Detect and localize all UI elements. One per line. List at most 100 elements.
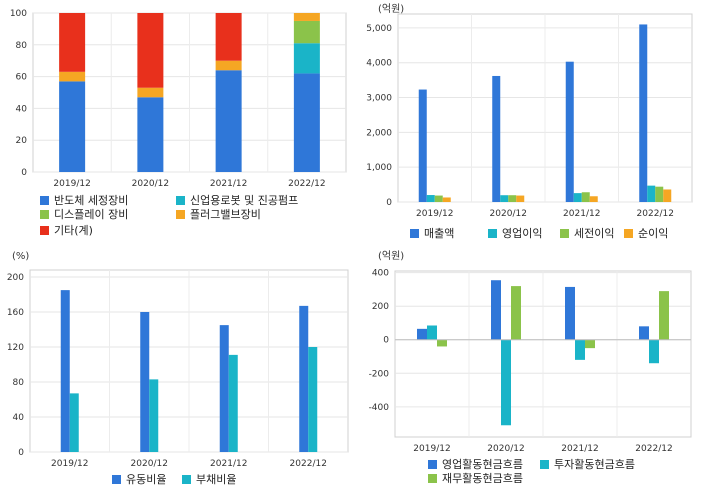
y-tick-label: 0 [383, 336, 389, 346]
legend-swatch [182, 475, 191, 484]
legend-label: 기타(계) [54, 224, 93, 237]
bar [149, 379, 159, 452]
legend-swatch [428, 460, 437, 469]
bar [655, 186, 664, 202]
chart-4: -400 -200 0 200 400 2019/12 2020/12 2021/12 2022… [369, 250, 692, 485]
bar [585, 339, 595, 349]
chart-1: 0 20 40 60 80 100 2019/12 2020/12 2021/12 2022/12… [10, 9, 347, 237]
legend-swatch [40, 210, 49, 219]
legend-swatch [40, 196, 49, 205]
bar [426, 195, 435, 202]
y-tick-label: 80 [16, 41, 28, 51]
bar [649, 339, 659, 364]
legend-label: 세전이익 [574, 227, 614, 240]
legend-swatch [112, 475, 121, 484]
legend-label: 영업이익 [502, 227, 542, 240]
y-tick-label: 1,000 [366, 163, 392, 173]
bar [417, 328, 427, 340]
x-tick-label: 2020/12 [131, 459, 168, 469]
bar [647, 185, 656, 202]
bar [140, 312, 150, 452]
bar [663, 189, 672, 202]
bar-segment [293, 20, 320, 44]
y-tick-label: 100 [10, 9, 27, 19]
bar [639, 326, 649, 340]
legend-label: 신업용로봇 및 진공펌프 [190, 194, 298, 207]
x-tick-label: 2019/12 [51, 459, 88, 469]
bar [418, 89, 427, 202]
y-tick-label: 80 [13, 378, 25, 388]
legend-label: 영업활동현금흐름 [442, 457, 523, 471]
x-tick-label: 2019/12 [413, 444, 450, 454]
x-tick-label: 2021/12 [563, 209, 600, 219]
x-tick-label: 2022/12 [635, 444, 672, 454]
x-tick-label: 2022/12 [288, 179, 325, 189]
bar-segment [293, 13, 320, 21]
x-tick-label: 2019/12 [416, 209, 453, 219]
legend-label: 순이익 [638, 227, 668, 240]
unit-label: (억원) [378, 3, 404, 15]
bar-segment [137, 13, 164, 88]
x-tick-label: 2022/12 [637, 209, 674, 219]
y-tick-label: 2,000 [366, 128, 392, 138]
y-tick-label: 40 [13, 413, 25, 423]
bar [299, 305, 309, 452]
bar [442, 197, 451, 202]
bar [60, 290, 70, 452]
bar [437, 339, 447, 347]
legend-label: 플러그밸브장비 [190, 208, 261, 221]
y-tick-label: -200 [369, 369, 390, 379]
bar [219, 325, 229, 452]
bar [511, 286, 521, 340]
y-tick-label: 20 [16, 136, 28, 146]
y-tick-label: 160 [7, 308, 24, 318]
bar [69, 393, 79, 452]
x-tick-label: 2021/12 [561, 444, 598, 454]
y-tick-label: 200 [7, 273, 24, 283]
chart-3: 0 40 80 120 160 200 2019/12 2020/12 2021/12 2022/… [7, 251, 349, 486]
bar [516, 195, 525, 202]
unit-label: (%) [12, 251, 29, 262]
legend-label: 부채비율 [196, 473, 236, 486]
x-tick-label: 2019/12 [53, 179, 90, 189]
y-tick-label: 3,000 [366, 94, 392, 104]
legend-swatch [488, 229, 497, 238]
x-tick-label: 2021/12 [210, 459, 247, 469]
bar [573, 193, 582, 202]
bar [565, 61, 574, 203]
bar [491, 280, 501, 340]
x-tick-label: 2020/12 [490, 209, 527, 219]
bar [589, 196, 598, 202]
bar [581, 192, 590, 202]
bar-segment [59, 13, 86, 72]
bar-segment [293, 43, 320, 74]
legend-swatch [624, 229, 633, 238]
legend-swatch [40, 226, 49, 235]
bar-segment [215, 60, 242, 71]
y-tick-label: 0 [18, 448, 24, 458]
bar [659, 291, 669, 340]
legend-label: 투자활동현금흐름 [554, 457, 635, 471]
y-tick-label: 0 [386, 198, 392, 208]
bar [575, 339, 585, 360]
bar [501, 339, 511, 426]
legend-label: 디스플레이 장비 [54, 208, 128, 221]
legend-swatch [428, 474, 437, 483]
bar [228, 354, 238, 452]
bar-segment [215, 70, 242, 172]
x-tick-label: 2020/12 [487, 444, 524, 454]
y-tick-label: 5,000 [366, 24, 392, 34]
bar-segment [215, 13, 242, 61]
bar-segment [59, 81, 86, 172]
unit-label: (억원) [378, 250, 404, 262]
bar-segment [137, 97, 164, 172]
x-tick-label: 2022/12 [290, 459, 327, 469]
y-tick-label: 0 [21, 168, 27, 178]
legend-swatch [540, 460, 549, 469]
y-tick-label: 120 [7, 343, 24, 353]
legend-label: 유동비율 [126, 473, 166, 486]
bar [308, 347, 318, 452]
bar [639, 24, 648, 203]
bar [427, 325, 437, 340]
y-tick-label: 60 [16, 73, 28, 83]
